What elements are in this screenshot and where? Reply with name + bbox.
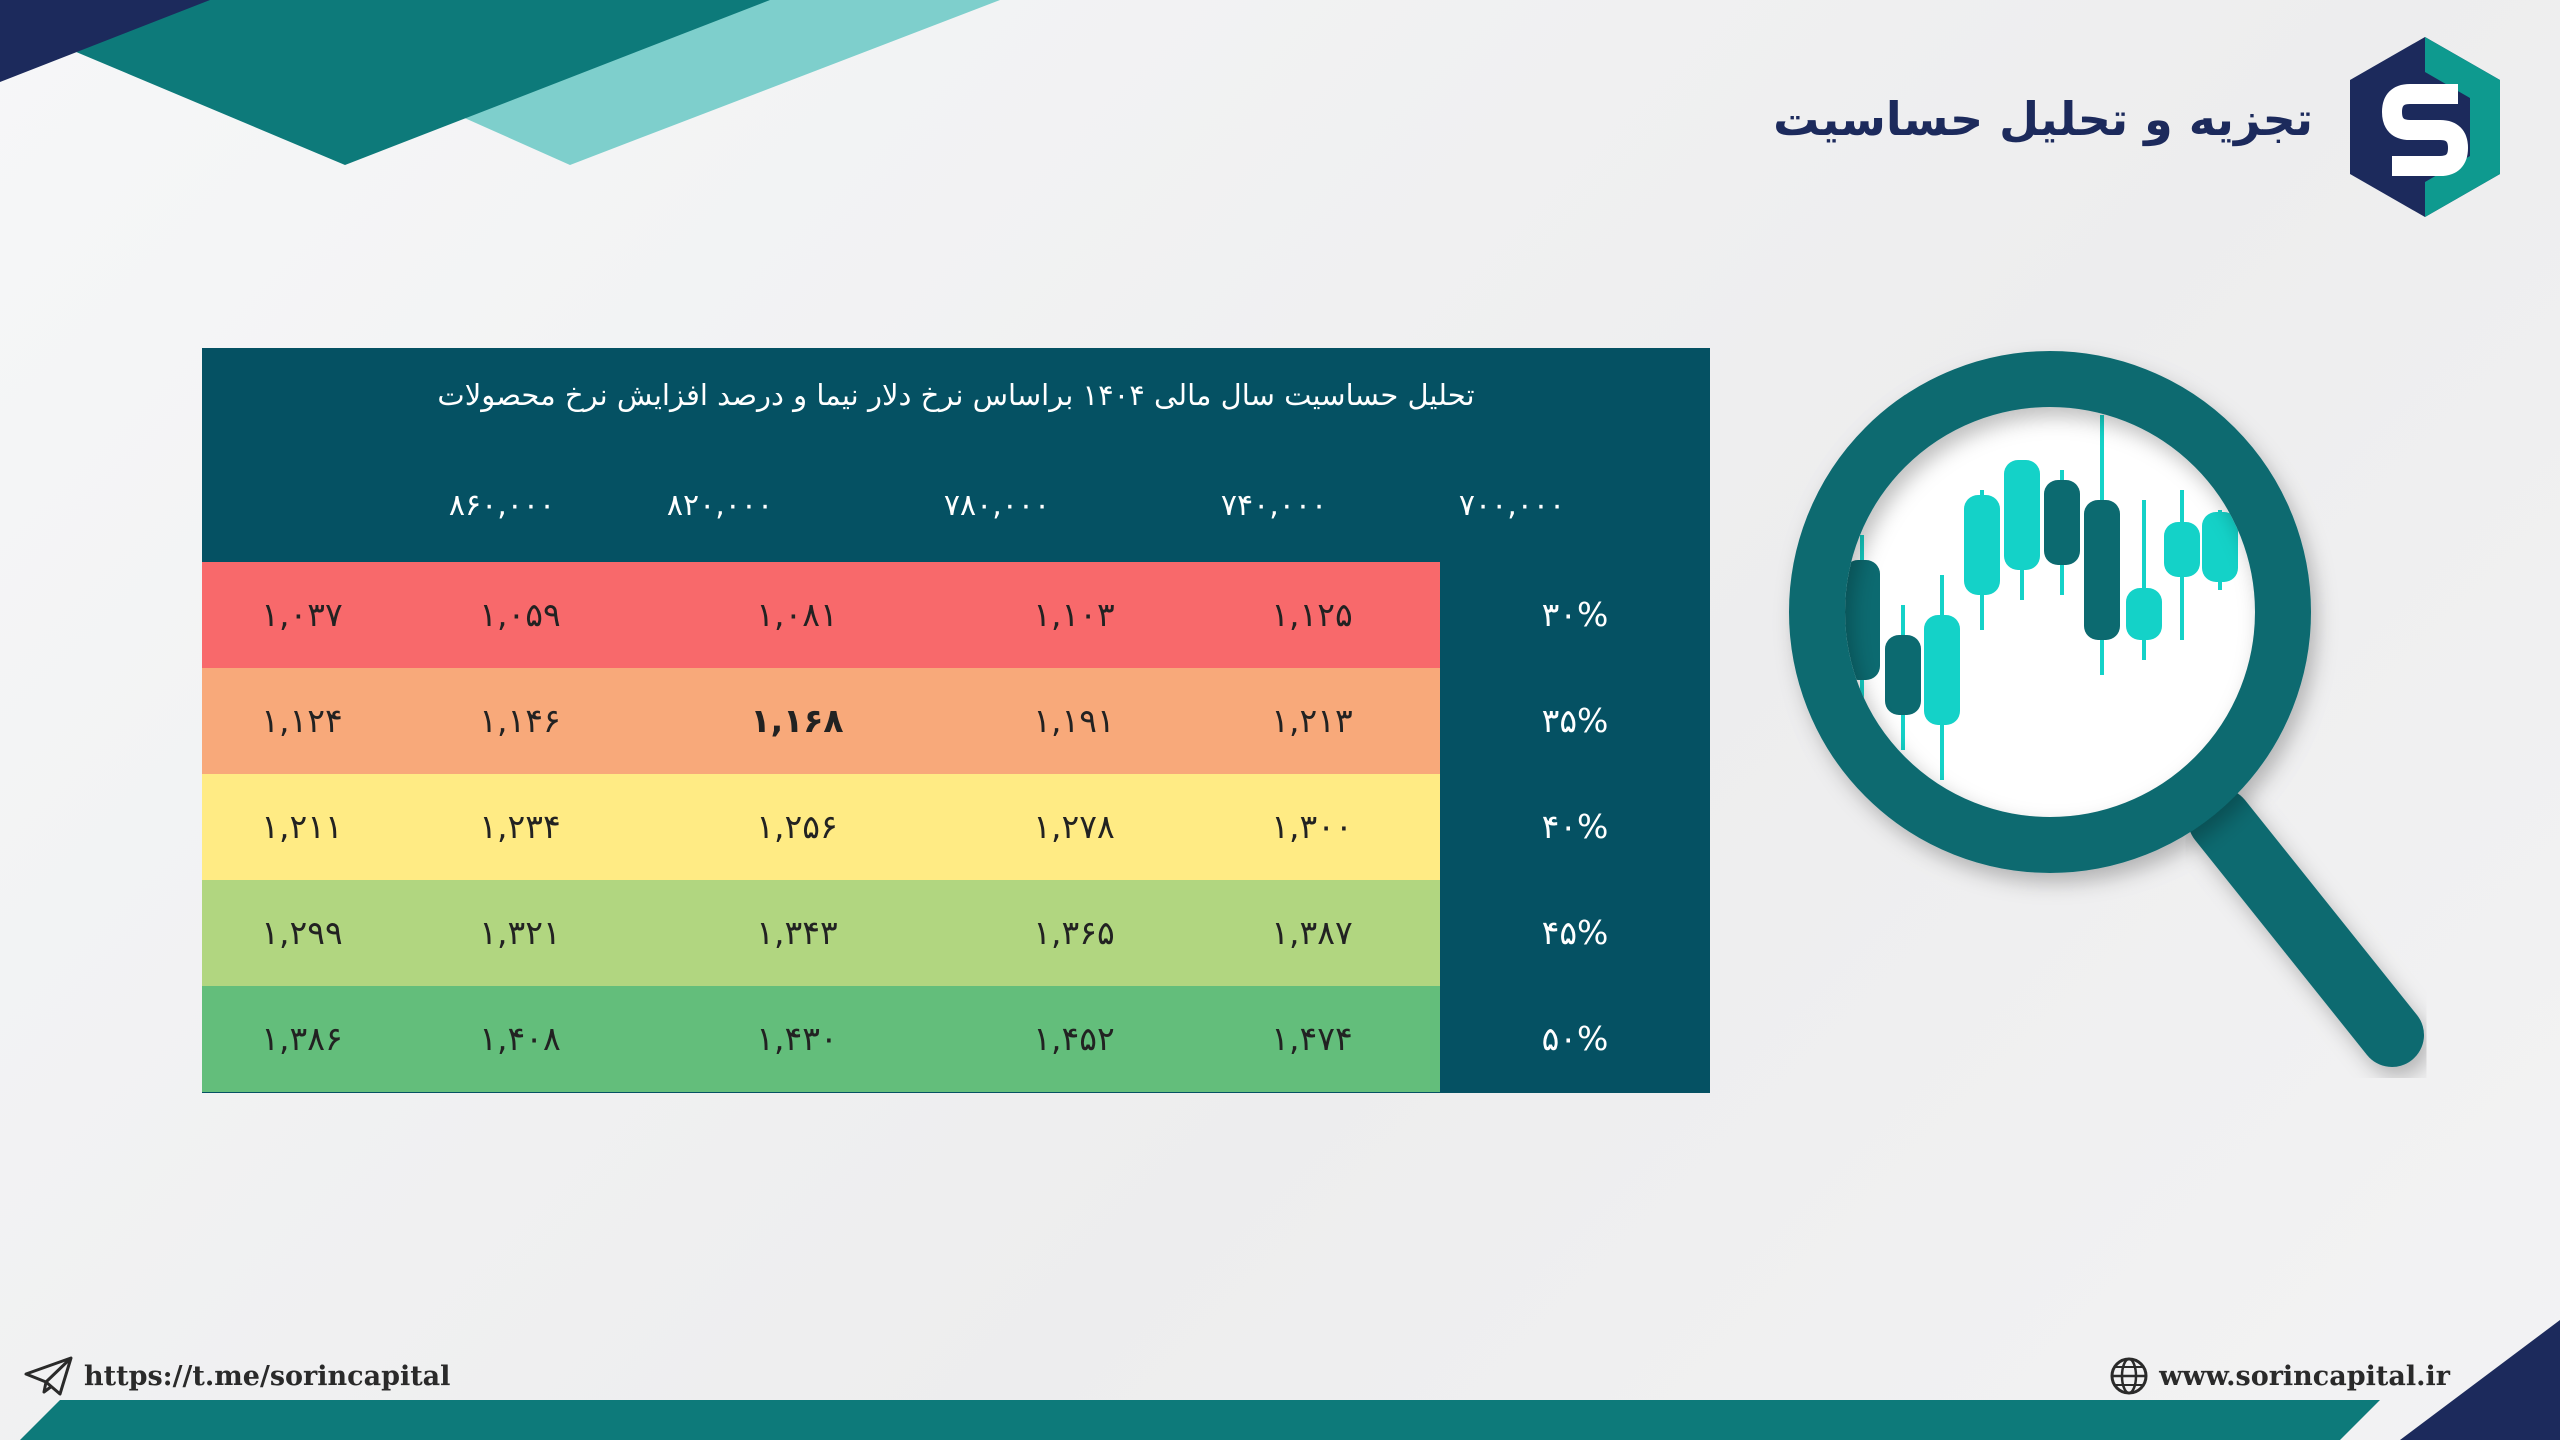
table-cell: ۱,۱۲۵ — [1271, 595, 1353, 634]
table-cell: ۱,۳۴۳ — [756, 913, 838, 952]
website-link[interactable]: www.sorincapital.ir — [2109, 1356, 2450, 1396]
table-cell: ۱,۳۸۷ — [1271, 913, 1353, 952]
table-cell: ۱,۰۳۷ — [261, 595, 343, 634]
website-link-text[interactable]: www.sorincapital.ir — [2159, 1360, 2450, 1392]
table-cell: ۱,۴۵۲ — [1033, 1019, 1115, 1058]
table-cell: ۱,۳۶۵ — [1033, 913, 1115, 952]
table-cell: ۱,۱۲۴ — [261, 701, 343, 740]
table-cell: ۱,۲۳۴ — [479, 807, 561, 846]
row-label: ۳۰% — [1541, 595, 1609, 634]
table-cell: ۱,۲۱۳ — [1271, 701, 1353, 740]
row-label: ۵۰% — [1541, 1019, 1609, 1058]
table-cell: ۱,۰۵۹ — [479, 595, 561, 634]
corner-decoration-top-left — [0, 0, 1000, 165]
table-cell: ۱,۳۸۶ — [261, 1019, 343, 1058]
column-header: ۷۸۰,۰۰۰ — [943, 488, 1051, 523]
row-background: ۱,۰۳۷ ۱,۰۵۹ ۱,۰۸۱ ۱,۱۰۳ ۱,۱۲۵ — [202, 562, 1440, 668]
table-cell: ۱,۰۸۱ — [756, 595, 838, 634]
table-cell: ۱,۲۱۱ — [261, 807, 343, 846]
candlestick-chart — [1845, 415, 2238, 780]
corner-decoration-bottom-right — [2400, 1320, 2560, 1440]
telegram-link-text[interactable]: https://t.me/sorincapital — [84, 1360, 451, 1392]
column-header: ۷۰۰,۰۰۰ — [1458, 488, 1566, 523]
row-label: ۴۰% — [1541, 807, 1609, 846]
table-cell: ۱,۲۹۹ — [261, 913, 343, 952]
sorin-capital-logo — [2350, 37, 2500, 217]
telegram-link[interactable]: https://t.me/sorincapital — [24, 1356, 450, 1396]
table-cell: ۱,۴۳۰ — [756, 1019, 838, 1058]
table-row: ۱,۰۳۷ ۱,۰۵۹ ۱,۰۸۱ ۱,۱۰۳ ۱,۱۲۵ ۳۰% — [202, 562, 1710, 668]
table-cell: ۱,۴۷۴ — [1271, 1019, 1353, 1058]
table-cell: ۱,۲۵۶ — [756, 807, 838, 846]
table-cell: ۱,۱۹۱ — [1033, 701, 1115, 740]
row-background: ۱,۳۸۶ ۱,۴۰۸ ۱,۴۳۰ ۱,۴۵۲ ۱,۴۷۴ — [202, 986, 1440, 1092]
sensitivity-table: تحلیل حساسیت سال مالی ۱۴۰۴ براساس نرخ دل… — [202, 348, 1710, 1093]
row-background: ۱,۱۲۴ ۱,۱۴۶ ۱,۱۶۸ ۱,۱۹۱ ۱,۲۱۳ — [202, 668, 1440, 774]
table-cell: ۱,۲۷۸ — [1033, 807, 1115, 846]
table-row: ۱,۱۲۴ ۱,۱۴۶ ۱,۱۶۸ ۱,۱۹۱ ۱,۲۱۳ ۳۵% — [202, 668, 1710, 774]
table-cell: ۱,۳۰۰ — [1271, 807, 1353, 846]
table-cell-highlighted: ۱,۱۶۸ — [750, 701, 844, 740]
column-header: ۸۶۰,۰۰۰ — [448, 488, 556, 523]
table-cell: ۱,۱۰۳ — [1033, 595, 1115, 634]
table-row: ۱,۲۱۱ ۱,۲۳۴ ۱,۲۵۶ ۱,۲۷۸ ۱,۳۰۰ ۴۰% — [202, 774, 1710, 880]
table-cell: ۱,۴۰۸ — [479, 1019, 561, 1058]
paper-plane-icon — [24, 1356, 73, 1396]
table-cell: ۱,۱۴۶ — [479, 701, 561, 740]
row-label: ۳۵% — [1541, 701, 1609, 740]
footer-bar — [20, 1400, 2380, 1440]
column-header: ۸۲۰,۰۰۰ — [666, 488, 774, 523]
globe-icon — [2110, 1357, 2148, 1395]
row-background: ۱,۲۱۱ ۱,۲۳۴ ۱,۲۵۶ ۱,۲۷۸ ۱,۳۰۰ — [202, 774, 1440, 880]
magnifier-chart-illustration — [1789, 351, 2424, 1067]
column-header: ۷۴۰,۰۰۰ — [1220, 488, 1328, 523]
table-row: ۱,۲۹۹ ۱,۳۲۱ ۱,۳۴۳ ۱,۳۶۵ ۱,۳۸۷ ۴۵% — [202, 880, 1710, 986]
table-row: ۱,۳۸۶ ۱,۴۰۸ ۱,۴۳۰ ۱,۴۵۲ ۱,۴۷۴ ۵۰% — [202, 986, 1710, 1092]
row-background: ۱,۲۹۹ ۱,۳۲۱ ۱,۳۴۳ ۱,۳۶۵ ۱,۳۸۷ — [202, 880, 1440, 986]
row-label: ۴۵% — [1541, 913, 1609, 952]
page-title: تجزیه و تحلیل حساسیت — [1773, 92, 2313, 146]
table-cell: ۱,۳۲۱ — [479, 913, 561, 952]
table-title: تحلیل حساسیت سال مالی ۱۴۰۴ براساس نرخ دل… — [437, 378, 1475, 412]
